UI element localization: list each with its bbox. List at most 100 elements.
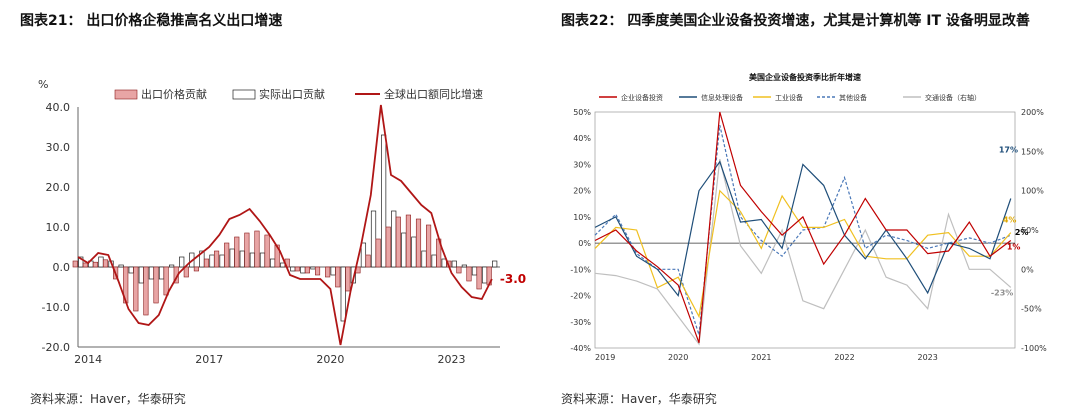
right-y2-tick-label: 0% bbox=[1021, 265, 1034, 274]
left-price-bar bbox=[294, 266, 300, 272]
left-y-tick-label: 0.0 bbox=[53, 261, 71, 274]
left-y-tick-label: 40.0 bbox=[46, 101, 71, 114]
right-end-label: 2% bbox=[1015, 228, 1029, 237]
left-real-bar bbox=[239, 250, 245, 268]
right-end-label: 17% bbox=[999, 146, 1018, 155]
left-x-tick-label: 2020 bbox=[316, 353, 344, 366]
left-price-bar bbox=[325, 266, 331, 278]
right-x-tick-label: 2019 bbox=[595, 353, 615, 362]
left-real-bar bbox=[471, 266, 478, 276]
right-series-line bbox=[594, 111, 1012, 344]
left-y-tick-label: 30.0 bbox=[46, 141, 71, 154]
right-y-tick-label: 0% bbox=[578, 239, 591, 248]
left-y-unit-label: % bbox=[38, 78, 48, 91]
left-real-bar bbox=[381, 134, 387, 268]
right-plot-frame bbox=[594, 111, 1016, 349]
left-price-bar bbox=[264, 234, 270, 268]
left-price-bar bbox=[466, 266, 472, 282]
right-end-label: 1% bbox=[1007, 242, 1021, 251]
left-price-bar bbox=[133, 266, 139, 312]
left-legend-label: 实际出口贡献 bbox=[259, 87, 325, 101]
right-figure-panel: 图表22： 四季度美国企业设备投资增速，尤其是计算机等 IT 设备明显改善 美国… bbox=[555, 0, 1080, 413]
left-real-bar bbox=[340, 266, 346, 322]
left-price-bar bbox=[143, 266, 149, 316]
right-y-tick-label: 50% bbox=[573, 108, 591, 117]
left-x-tick-label: 2017 bbox=[195, 353, 223, 366]
left-legend-swatch-real bbox=[232, 89, 256, 100]
right-x-tick-label: 2022 bbox=[834, 353, 854, 362]
left-real-bar bbox=[431, 254, 437, 268]
left-price-bar bbox=[153, 266, 159, 304]
left-real-bar bbox=[179, 256, 185, 268]
left-price-bar bbox=[244, 232, 250, 268]
left-real-bar bbox=[391, 210, 397, 268]
right-y-tick-label: 10% bbox=[573, 213, 591, 222]
right-x-tick-label: 2023 bbox=[917, 353, 937, 362]
right-y-tick-label: -40% bbox=[570, 344, 591, 353]
left-price-bar bbox=[234, 236, 240, 268]
left-real-bar bbox=[209, 254, 215, 268]
left-price-bar bbox=[214, 250, 220, 268]
right-series-line bbox=[594, 160, 1012, 297]
right-chart: 美国企业设备投资季比折年增速 50% 40% 30% 20% 10% 0% -10% -20% -… bbox=[570, 72, 1047, 362]
left-y-tick-label: 10.0 bbox=[46, 221, 71, 234]
right-y-tick-label: 20% bbox=[573, 187, 591, 196]
left-price-bar bbox=[375, 238, 381, 268]
left-legend-label: 全球出口额同比增速 bbox=[384, 87, 483, 101]
left-real-bar bbox=[411, 236, 417, 268]
left-figure-source: 资料来源：Haver，华泰研究 bbox=[30, 392, 186, 406]
right-series-line bbox=[594, 189, 1012, 319]
left-price-bar bbox=[456, 266, 462, 274]
left-price-bar bbox=[203, 258, 210, 268]
left-real-bar bbox=[451, 260, 457, 268]
left-real-bar bbox=[169, 264, 175, 268]
right-y2-tick-label: -50% bbox=[1021, 305, 1042, 314]
left-legend-swatch-price bbox=[114, 89, 138, 100]
left-real-bar bbox=[360, 242, 367, 268]
left-real-bar bbox=[118, 264, 124, 268]
left-figure-panel: 图表21： 出口价格企稳推高名义出口增速 % 40.0 30.0 20.0 10.0 0.… bbox=[20, 13, 526, 406]
right-figure-title: 图表22： 四季度美国企业设备投资增速，尤其是计算机等 IT 设备明显改善 bbox=[561, 13, 1030, 29]
left-price-bar bbox=[395, 216, 401, 268]
left-price-bar bbox=[72, 260, 78, 268]
left-y-tick-label: 20.0 bbox=[46, 181, 71, 194]
left-chart: % 40.0 30.0 20.0 10.0 0.0 -10.0 -20.0 2014 2017 20… bbox=[38, 78, 526, 366]
left-real-bar bbox=[128, 266, 134, 274]
left-real-bar bbox=[229, 248, 235, 268]
left-figure-title: 图表21： 出口价格企稳推高名义出口增速 bbox=[20, 13, 283, 29]
left-price-bar bbox=[345, 266, 351, 292]
left-legend-label: 出口价格贡献 bbox=[141, 87, 207, 101]
left-real-bar bbox=[310, 266, 316, 270]
right-y2-tick-label: 200% bbox=[1021, 108, 1044, 117]
left-real-bar bbox=[249, 252, 255, 268]
right-x-tick-label: 2020 bbox=[668, 353, 688, 362]
left-real-bar bbox=[259, 252, 266, 268]
left-real-bar bbox=[492, 260, 498, 268]
right-y-tick-label: 30% bbox=[573, 160, 591, 169]
right-legend-label: 工业设备 bbox=[775, 93, 803, 102]
left-price-bar bbox=[163, 266, 169, 296]
right-y2-tick-label: -100% bbox=[1021, 344, 1047, 353]
right-end-label: -23% bbox=[991, 288, 1013, 297]
right-y-tick-label: 40% bbox=[573, 134, 591, 143]
right-x-tick-label: 2021 bbox=[751, 353, 771, 362]
left-real-bar bbox=[330, 266, 336, 276]
left-real-bar bbox=[300, 266, 306, 274]
left-price-bar bbox=[335, 266, 341, 288]
left-real-bar bbox=[461, 264, 467, 268]
left-total-line bbox=[77, 104, 493, 346]
left-end-label: -3.0 bbox=[500, 272, 526, 286]
left-price-bar bbox=[314, 266, 321, 276]
left-real-bar bbox=[78, 256, 84, 268]
left-price-bar bbox=[102, 259, 109, 268]
right-figure-source: 资料来源：Haver，华泰研究 bbox=[561, 392, 717, 406]
left-real-bar bbox=[481, 266, 488, 284]
left-real-bar bbox=[370, 210, 377, 268]
right-series-line bbox=[594, 159, 1012, 346]
right-series-line bbox=[594, 124, 1012, 336]
left-real-bar bbox=[290, 266, 296, 272]
right-end-label: 4% bbox=[1003, 216, 1017, 225]
left-price-bar bbox=[415, 218, 422, 268]
left-price-bar bbox=[304, 266, 311, 274]
right-legend-label: 其他设备 bbox=[839, 93, 867, 102]
